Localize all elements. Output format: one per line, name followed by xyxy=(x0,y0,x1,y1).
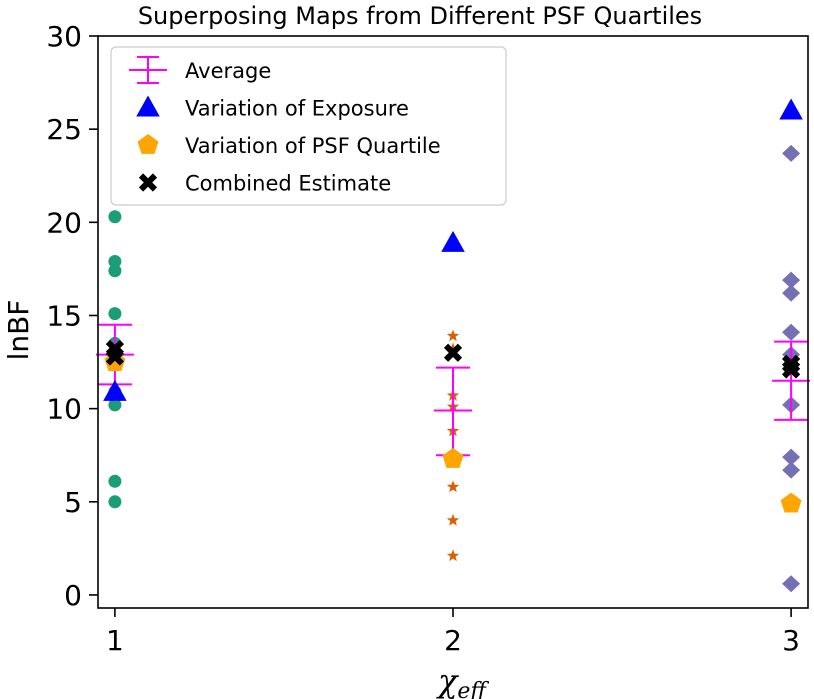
data-point-pentagon xyxy=(442,447,464,468)
data-point-star xyxy=(446,342,460,355)
data-point-star xyxy=(446,480,460,493)
legend-label: Variation of PSF Quartile xyxy=(185,134,441,158)
y-tick-label: 15 xyxy=(46,299,82,332)
data-point-star xyxy=(446,329,460,342)
data-point-star xyxy=(446,513,460,526)
data-point-diamond xyxy=(782,575,801,593)
legend-label: Combined Estimate xyxy=(185,172,391,196)
data-point-diamond xyxy=(782,144,801,162)
data-point-x xyxy=(105,339,125,359)
data-point-circle xyxy=(108,474,122,488)
data-point-diamond xyxy=(782,271,801,289)
data-point-circle xyxy=(108,307,122,321)
data-point-triangle xyxy=(779,98,803,120)
plot-frame xyxy=(97,35,809,609)
y-tick-label: 0 xyxy=(64,579,82,612)
y-tick-label: 25 xyxy=(46,113,82,146)
legend-label: Average xyxy=(185,59,271,83)
data-point-pentagon xyxy=(780,492,802,513)
data-point-triangle xyxy=(103,379,127,401)
data-point-star xyxy=(446,549,460,562)
legend-label: Variation of Exposure xyxy=(185,97,409,121)
data-point-diamond xyxy=(782,461,801,479)
y-tick-label: 10 xyxy=(46,393,82,426)
y-tick-label: 30 xyxy=(46,20,82,53)
x-tick-label: 1 xyxy=(106,624,124,657)
data-point-triangle xyxy=(441,230,465,252)
legend-marker-pentagon xyxy=(137,134,159,154)
data-point-diamond xyxy=(782,323,801,341)
y-tick-label: 20 xyxy=(46,206,82,239)
x-tick-label: 2 xyxy=(444,624,462,657)
x-axis-label-sub: eff xyxy=(457,679,489,699)
data-point-circle xyxy=(108,495,122,509)
data-point-circle xyxy=(108,398,122,412)
data-point-x xyxy=(443,343,463,362)
y-axis-label: lnBF xyxy=(2,300,35,361)
x-axis-label-main: χ xyxy=(436,662,459,699)
legend: Average Variation of Exposure Variation of… xyxy=(110,46,507,206)
x-axis-label: χeff xyxy=(436,662,489,699)
data-point-circle xyxy=(108,210,122,224)
y-tick-label: 5 xyxy=(64,486,82,519)
data-point-x xyxy=(781,354,801,374)
legend-marker-triangle xyxy=(136,95,160,117)
legend-marker-x xyxy=(138,173,158,192)
data-point-circle xyxy=(108,254,122,268)
legend-box xyxy=(110,46,507,206)
data-point-diamond xyxy=(782,448,801,466)
data-point-circle xyxy=(108,264,122,278)
chart-title: Superposing Maps from Different PSF Quar… xyxy=(138,2,702,30)
x-tick-label: 3 xyxy=(782,624,800,657)
data-point-diamond xyxy=(782,284,801,302)
